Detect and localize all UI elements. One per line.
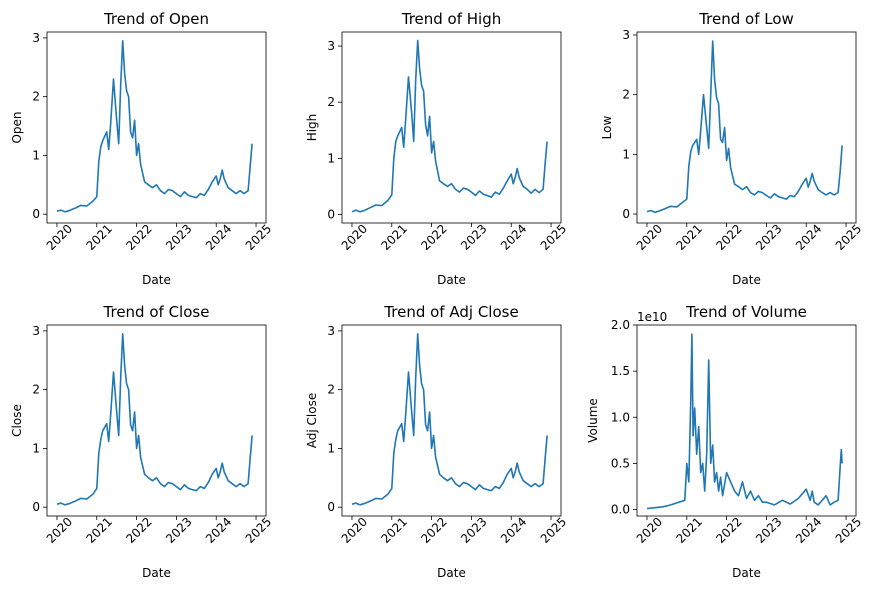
- y-tick-label: 2: [32, 90, 40, 104]
- axes-frame: [636, 324, 857, 517]
- chart-title: Trend of High: [401, 10, 502, 28]
- x-axis-label: Date: [732, 273, 761, 287]
- y-axis-label: Open: [10, 111, 24, 143]
- y-tick-label: 0: [327, 208, 335, 222]
- axes-frame: [46, 31, 267, 224]
- y-tick-label: 0: [327, 500, 335, 514]
- x-axis-label: Date: [437, 273, 466, 287]
- y-tick-label: 0.5: [611, 456, 630, 470]
- y-tick-label: 0: [622, 207, 630, 221]
- chart-title: Trend of Low: [698, 10, 794, 28]
- y-tick-label: 0.0: [611, 503, 630, 517]
- x-axis-label: Date: [437, 566, 466, 580]
- axes-frame: [341, 324, 562, 517]
- chart-title: Trend of Close: [103, 303, 210, 321]
- y-tick-label: 2.0: [611, 318, 630, 332]
- y-tick-label: 1: [32, 148, 40, 162]
- y-tick-label: 1: [327, 441, 335, 455]
- x-axis-label: Date: [142, 273, 171, 287]
- y-tick-label: 0: [32, 500, 40, 514]
- y-tick-label: 1: [327, 151, 335, 165]
- series-line: [646, 333, 843, 510]
- chart-title: Trend of Volume: [685, 303, 807, 321]
- y-tick-label: 2: [327, 95, 335, 109]
- series-line: [56, 40, 253, 213]
- y-tick-label: 3: [327, 324, 335, 338]
- y-tick-label: 1.5: [611, 364, 630, 378]
- y-tick-label: 3: [32, 324, 40, 338]
- y-tick-label: 3: [622, 28, 630, 42]
- y-tick-label: 0: [32, 207, 40, 221]
- y-axis-label: Adj Close: [305, 393, 319, 448]
- y-axis-label: Volume: [586, 398, 600, 443]
- y-tick-label: 1: [622, 147, 630, 161]
- y-tick-label: 2: [327, 383, 335, 397]
- y-tick-label: 1.0: [611, 410, 630, 424]
- y-tick-label: 3: [32, 31, 40, 45]
- series-line: [646, 40, 843, 214]
- y-tick-label: 2: [32, 383, 40, 397]
- axes-frame: [636, 31, 857, 224]
- axes-frame: [46, 324, 267, 517]
- x-axis-label: Date: [142, 566, 171, 580]
- y-offset-text: 1e10: [637, 310, 667, 324]
- series-line: [351, 333, 548, 506]
- y-tick-label: 3: [327, 39, 335, 53]
- y-tick-label: 1: [32, 441, 40, 455]
- x-axis-label: Date: [732, 566, 761, 580]
- series-line: [351, 39, 548, 213]
- y-axis-label: High: [305, 114, 319, 142]
- series-line: [56, 333, 253, 506]
- y-axis-label: Low: [600, 116, 614, 140]
- y-tick-label: 2: [622, 88, 630, 102]
- chart-title: Trend of Open: [103, 10, 209, 28]
- axes-frame: [341, 31, 562, 224]
- y-axis-label: Close: [10, 404, 24, 437]
- chart-title: Trend of Adj Close: [383, 303, 518, 321]
